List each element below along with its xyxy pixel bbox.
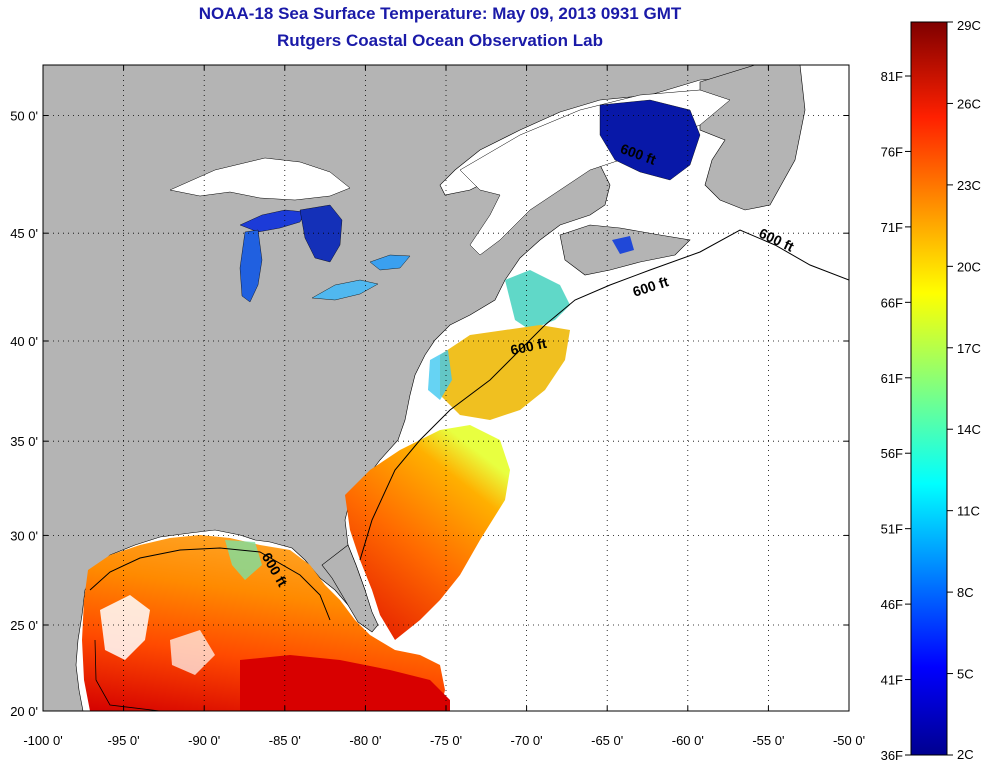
colorbar-label-celsius: 29C [957,18,981,33]
south-atlantic-sst [345,425,510,640]
colorbar-label-celsius: 26C [957,96,981,111]
colorbar-label-celsius: 11C [957,504,980,519]
st-lawrence-sst [599,99,701,181]
lon-tick-label: -95 0' [108,733,140,748]
lon-tick-label: -60 0' [672,733,704,748]
lat-tick-label: 50 0' [10,108,38,123]
colorbar-label-fahrenheit: 66F [881,295,903,310]
map-axes: -100 0' -95 0' -90 0' -85 0' -80 0' -75 0' -70… [10,65,865,748]
colorbar-label-fahrenheit: 81F [881,69,903,84]
gulf-coastal-cool [225,540,262,580]
colorbar-label-celsius: 8C [957,585,974,600]
map-subtitle: Rutgers Coastal Ocean Observation Lab [277,31,603,50]
colorbar-label-fahrenheit: 36F [881,748,903,763]
lon-tick-label: -70 0' [511,733,543,748]
colorbar-label-celsius: 23C [957,178,981,193]
colorbar-label-celsius: 14C [957,422,981,437]
lat-tick-label: 40 0' [10,334,38,349]
lon-tick-label: -100 0' [23,733,62,748]
lake-michigan [239,229,263,303]
colorbar-label-fahrenheit: 71F [881,220,903,235]
lat-tick-label: 20 0' [10,704,38,719]
contour-label-4: 600 ft [509,335,548,358]
lake-ontario [369,254,411,271]
colorbar-label-fahrenheit: 61F [881,371,903,386]
colorbar-label-celsius: 2C [957,747,974,762]
lake-huron [299,204,343,263]
colorbar-labels: 29C 26C 23C 20C 17C 14C 11C 8C 5C 2C 81F 76F 71F 66F 6… [881,18,981,763]
lat-tick-label: 45 0' [10,226,38,241]
lon-tick-label: -80 0' [349,733,381,748]
contour-600ft-gulf-lower [94,639,161,711]
map-image [43,65,849,711]
no-data-inland-north [169,157,351,201]
lat-tick-label: 30 0' [10,528,38,543]
colorbar-label-fahrenheit: 51F [881,522,903,537]
lat-tick-label: 35 0' [10,434,38,449]
mid-atlantic-sst [440,325,570,420]
lon-tick-label: -55 0' [752,733,784,748]
map-title: NOAA-18 Sea Surface Temperature: May 09,… [198,4,682,23]
lon-tick-label: -85 0' [269,733,301,748]
land-florida [321,544,379,633]
contour-600ft-gulf [89,547,331,621]
lon-tick-label: -90 0' [188,733,220,748]
colorbar-label-celsius: 17C [957,341,981,356]
colorbar-label-celsius: 20C [957,259,981,274]
bay-of-fundy-sst [612,236,634,254]
colorbar [910,21,948,756]
lon-tick-label: -65 0' [591,733,623,748]
ne-shelf-sst [505,270,570,330]
lat-tick-label: 25 0' [10,618,38,633]
gulf-clouds [100,595,150,660]
colorbar-label-fahrenheit: 76F [881,144,903,159]
land-north-america [43,65,756,711]
lon-tick-label: -75 0' [430,733,462,748]
lake-erie [311,279,379,301]
caribbean-sst [240,655,450,711]
mid-atlantic-cool [428,350,452,400]
colorbar-label-celsius: 5C [957,667,974,682]
colorbar-label-fahrenheit: 56F [881,446,903,461]
lon-tick-label: -50 0' [833,733,865,748]
colorbar-label-fahrenheit: 46F [881,597,903,612]
colorbar-label-fahrenheit: 41F [881,673,903,688]
contour-600ft-atlantic [359,229,849,561]
gulf-clouds-2 [170,630,215,675]
